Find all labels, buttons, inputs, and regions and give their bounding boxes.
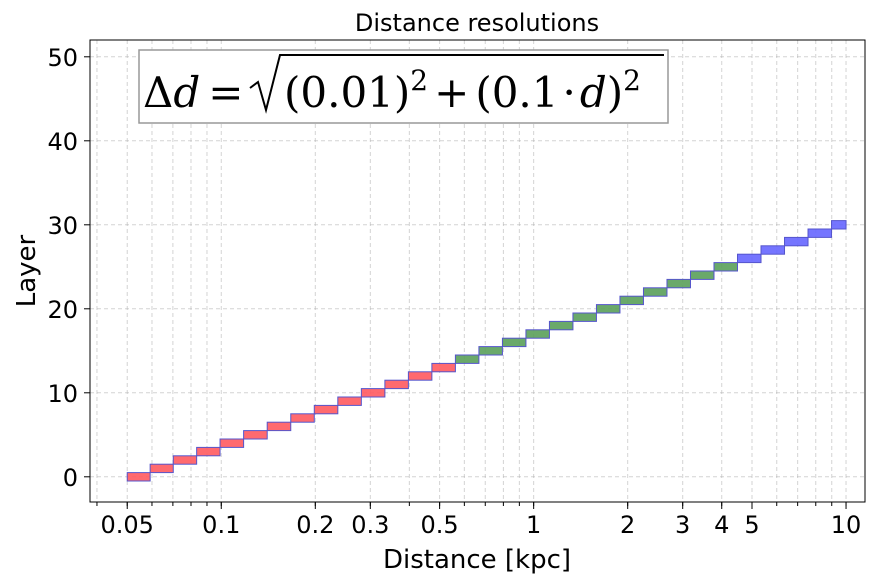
layer-bar bbox=[431, 362, 456, 373]
chart-title: Distance resolutions bbox=[355, 9, 599, 37]
formula-annotation: Δd = (0.01)2 + (0.1·d)2 bbox=[138, 49, 669, 124]
layer-bar bbox=[831, 220, 847, 230]
x-tick-label: 0.5 bbox=[421, 511, 459, 539]
layer-bar bbox=[266, 421, 292, 432]
layer-bar bbox=[243, 430, 268, 440]
layer-bar bbox=[525, 329, 550, 339]
formula-term1: (0.01) bbox=[284, 68, 410, 117]
layer-bar bbox=[290, 413, 315, 423]
x-tick-label: 3 bbox=[675, 511, 690, 539]
layer-bar bbox=[360, 388, 386, 398]
layer-bar bbox=[807, 228, 833, 238]
layer-bar bbox=[196, 446, 221, 457]
formula-exp2: 2 bbox=[623, 64, 641, 97]
bars bbox=[126, 220, 847, 482]
x-tick-label: 0.1 bbox=[202, 511, 240, 539]
formula-plus: + bbox=[434, 68, 469, 117]
x-tick-label: 1 bbox=[526, 511, 541, 539]
formula-d-lhs: d bbox=[173, 68, 200, 117]
layer-bar bbox=[760, 245, 786, 255]
plot-frame bbox=[89, 39, 866, 503]
formula-term2-close: ) bbox=[607, 68, 623, 117]
x-tick-label: 10 bbox=[831, 511, 862, 539]
layer-bar bbox=[313, 404, 339, 415]
layer-bar bbox=[666, 278, 691, 289]
formula-d-rhs: d bbox=[580, 68, 607, 117]
x-tick-label: 0.2 bbox=[296, 511, 334, 539]
layer-bar bbox=[736, 253, 762, 264]
layer-bar bbox=[713, 262, 738, 272]
formula-delta: Δ bbox=[143, 68, 173, 117]
x-tick-label: 4 bbox=[714, 511, 729, 539]
formula-dot: · bbox=[563, 68, 576, 117]
layer-bar bbox=[126, 472, 151, 482]
layer-bar bbox=[619, 295, 644, 306]
x-tick-label: 0.3 bbox=[351, 511, 389, 539]
layer-bar bbox=[689, 270, 715, 280]
x-axis-label: Distance [kpc] bbox=[383, 545, 571, 575]
x-tick-label: 5 bbox=[744, 511, 759, 539]
y-tick-label: 30 bbox=[47, 212, 78, 240]
sqrt-radical-icon bbox=[249, 54, 664, 114]
ticks: 0 10 20 30 40 50 0.05 0.1 0.2 0.3 0.5 1 2 3 4 5 10 bbox=[47, 44, 861, 539]
layer-bar bbox=[501, 337, 527, 348]
layer-bar bbox=[595, 304, 621, 314]
layer-bar bbox=[407, 371, 433, 381]
formula-term2-open: (0.1 bbox=[475, 68, 558, 117]
layer-bar bbox=[572, 312, 597, 322]
layer-bar bbox=[219, 438, 245, 448]
y-tick-label: 20 bbox=[47, 296, 78, 324]
formula-equals: = bbox=[208, 68, 243, 117]
layer-bar bbox=[454, 354, 480, 364]
x-tick-label: 2 bbox=[620, 511, 635, 539]
y-axis-label: Layer bbox=[12, 234, 42, 307]
layer-bar bbox=[478, 346, 503, 356]
layer-bar bbox=[384, 379, 409, 390]
layer-bar bbox=[172, 455, 198, 465]
layer-bar bbox=[642, 287, 668, 297]
formula-exp1: 2 bbox=[410, 64, 428, 97]
formula-box bbox=[138, 49, 669, 124]
layer-bar bbox=[548, 320, 574, 331]
y-tick-label: 10 bbox=[47, 380, 78, 408]
y-tick-label: 40 bbox=[47, 128, 78, 156]
layer-bar bbox=[149, 463, 174, 474]
y-tick-label: 50 bbox=[47, 44, 78, 72]
y-tick-label: 0 bbox=[63, 464, 78, 492]
formula-text: Δd = bbox=[143, 68, 243, 117]
layer-bar bbox=[784, 236, 809, 247]
x-tick-label: 0.05 bbox=[101, 511, 154, 539]
formula-radicand: (0.01)2 + (0.1·d)2 bbox=[284, 64, 641, 117]
layer-bar bbox=[337, 396, 362, 406]
